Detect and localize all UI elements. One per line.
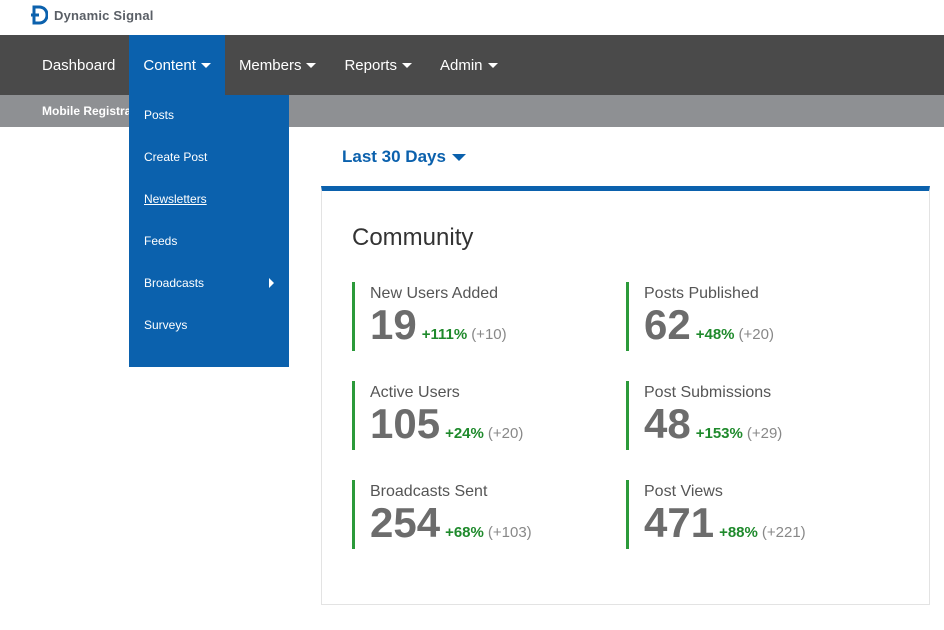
stat-value: 471: [644, 499, 715, 546]
menu-item-feeds[interactable]: Feeds: [144, 231, 274, 251]
nav-dashboard-label: Dashboard: [42, 56, 116, 74]
brand-name: Dynamic Signal: [54, 7, 154, 23]
chevron-down-icon: [487, 63, 498, 68]
stat-change-absolute: (+20): [487, 425, 524, 442]
stat-value: 62: [644, 301, 691, 348]
menu-item-label: Posts: [144, 108, 175, 122]
menu-item-surveys[interactable]: Surveys: [144, 315, 274, 335]
menu-item-label: Broadcasts: [144, 276, 205, 290]
dynamic-signal-logo-icon: [31, 5, 48, 25]
date-range-label: Last 30 Days: [342, 147, 446, 166]
chevron-down-icon: [306, 63, 317, 68]
stat-post-submissions: Post Submissions 48 +153% (+29): [626, 381, 866, 450]
nav-content-label: Content: [143, 56, 196, 74]
nav-content[interactable]: Content: [129, 35, 225, 95]
stat-label: Post Submissions: [644, 384, 772, 401]
stat-label: New Users Added: [370, 285, 499, 302]
stat-active-users: Active Users 105 +24% (+20): [352, 381, 592, 450]
menu-item-label: Feeds: [144, 234, 178, 248]
stat-label: Post Views: [644, 483, 723, 500]
menu-item-create-post[interactable]: Create Post: [144, 147, 274, 167]
chevron-down-icon: [451, 153, 466, 161]
nav-members[interactable]: Members: [225, 35, 331, 95]
stat-change-absolute: (+20): [738, 326, 774, 343]
nav-admin-label: Admin: [439, 56, 483, 74]
stat-change-absolute: (+221): [761, 524, 806, 541]
nav-members-label: Members: [238, 56, 302, 74]
menu-item-label: Surveys: [144, 318, 188, 332]
menu-item-posts[interactable]: Posts: [144, 105, 274, 125]
chevron-down-icon: [200, 63, 211, 68]
stat-posts-published: Posts Published 62 +48% (+20): [626, 282, 866, 351]
nav-dashboard[interactable]: Dashboard: [0, 35, 129, 95]
stat-change-percent: +48%: [695, 326, 735, 343]
content-dropdown-menu: Posts Create Post Newsletters Feeds Broa…: [129, 95, 289, 367]
stat-change-percent: +88%: [719, 524, 758, 541]
community-card: Community New Users Added 19 +111% (+10)…: [321, 186, 930, 605]
stat-label: Broadcasts Sent: [370, 483, 488, 500]
stat-value: 19: [370, 301, 417, 348]
menu-item-label: Create Post: [144, 150, 208, 164]
stat-change-percent: +24%: [445, 425, 484, 442]
chevron-down-icon: [401, 63, 412, 68]
stat-new-users-added: New Users Added 19 +111% (+10): [352, 282, 592, 351]
stat-post-views: Post Views 471 +88% (+221): [626, 480, 866, 549]
menu-item-label: Newsletters: [144, 192, 207, 206]
stat-change-absolute: (+10): [471, 326, 507, 343]
stat-change-percent: +111%: [421, 326, 468, 343]
date-range-dropdown[interactable]: Last 30 Days: [342, 146, 466, 168]
chevron-right-icon: [269, 278, 274, 288]
menu-item-newsletters[interactable]: Newsletters: [144, 189, 274, 209]
stat-change-percent: +153%: [695, 425, 743, 442]
menu-item-broadcasts[interactable]: Broadcasts: [144, 273, 274, 293]
stat-value: 254: [370, 499, 441, 546]
main-nav: Dashboard Content Members Reports Admin: [0, 35, 944, 95]
stat-change-percent: +68%: [445, 524, 484, 541]
logo[interactable]: Dynamic Signal: [30, 5, 154, 25]
card-title: Community: [352, 224, 474, 251]
stat-value: 105: [370, 400, 441, 447]
sub-nav-item-mobile-registration[interactable]: Mobile Registra: [42, 104, 132, 118]
stat-change-absolute: (+29): [746, 425, 783, 442]
stat-change-absolute: (+103): [487, 524, 532, 541]
stat-label: Active Users: [370, 384, 460, 401]
nav-admin[interactable]: Admin: [426, 35, 512, 95]
nav-reports[interactable]: Reports: [330, 35, 426, 95]
nav-reports-label: Reports: [344, 56, 397, 74]
stat-broadcasts-sent: Broadcasts Sent 254 +68% (+103): [352, 480, 592, 549]
stat-label: Posts Published: [644, 285, 759, 302]
stat-value: 48: [644, 400, 691, 447]
